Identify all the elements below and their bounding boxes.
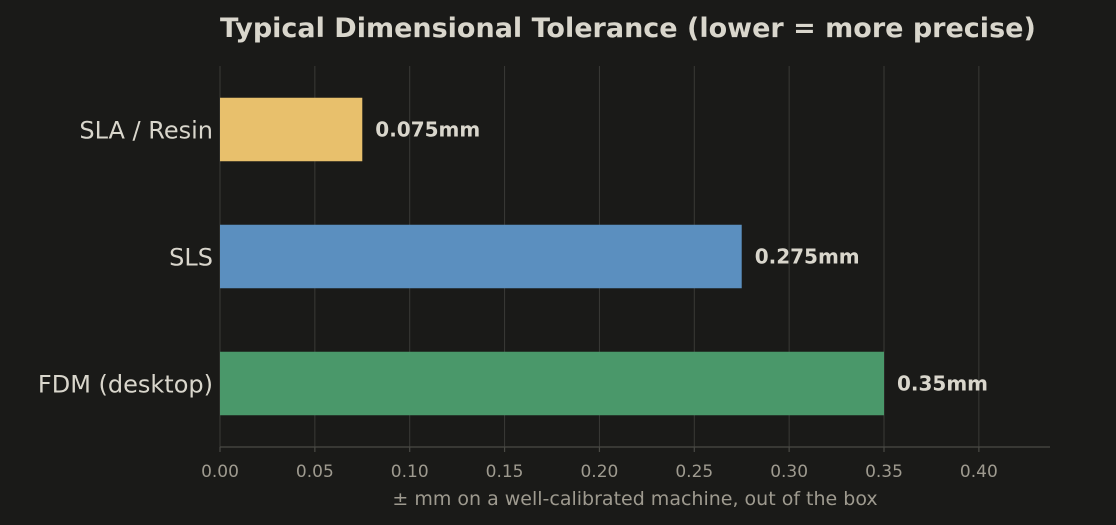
category-label: FDM (desktop) [38, 371, 213, 399]
x-tick-label: 0.40 [960, 462, 998, 482]
x-tick-label: 0.30 [770, 462, 808, 482]
data-label: 0.275mm [755, 245, 860, 269]
x-tick-label: 0.25 [675, 462, 713, 482]
bar-layer: SLA / Resin 0.075mm SLS 0.275mm FDM (desktop… [38, 97, 988, 416]
chart-title: Typical Dimensional Tolerance (lower = m… [220, 13, 1036, 44]
bar [220, 97, 363, 162]
data-label: 0.35mm [897, 372, 988, 396]
x-tick-label: 0.10 [391, 462, 429, 482]
category-label: SLA / Resin [79, 117, 213, 145]
bar [220, 351, 884, 416]
data-label: 0.075mm [375, 118, 480, 142]
bar [220, 224, 742, 289]
category-label: SLS [169, 244, 213, 272]
x-tick-label: 0.00 [201, 462, 239, 482]
x-tick-label: 0.05 [296, 462, 334, 482]
x-tick-label: 0.15 [486, 462, 524, 482]
x-axis-label: ± mm on a well-calibrated machine, out o… [392, 488, 877, 510]
x-tick-label: 0.20 [580, 462, 618, 482]
x-tick-label: 0.35 [865, 462, 903, 482]
tick-layer: 0.00 0.05 0.10 0.15 0.20 0.25 0.30 0.35 0.40 [201, 447, 998, 482]
